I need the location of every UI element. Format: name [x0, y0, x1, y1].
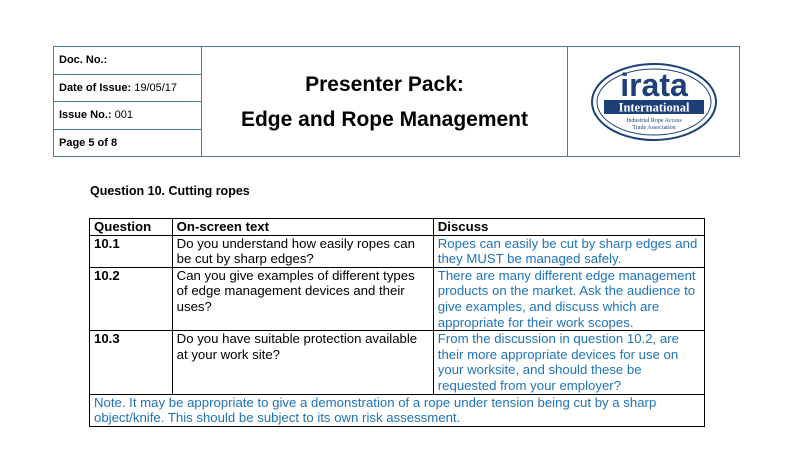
- document-header: Doc. No.: Date of Issue: 19/05/17 Issue …: [53, 46, 740, 157]
- logo-main-text: irata: [620, 67, 688, 103]
- doc-no: Doc. No.:: [54, 47, 201, 75]
- note-text: Note. It may be appropriate to give a de…: [89, 393, 705, 427]
- page-label: Page 5 of 8: [59, 136, 118, 149]
- discuss-text: Ropes can easily be cut by sharp edges a…: [432, 234, 706, 268]
- table-row: 10.2 Can you give examples of different …: [89, 266, 706, 332]
- header-question: Question: [89, 218, 173, 236]
- question-number: 10.1: [89, 234, 173, 268]
- issue-label: Issue No.:: [59, 109, 112, 122]
- logo-line-1: Industrial Rope Access: [626, 118, 682, 124]
- header-discuss: Discuss: [432, 218, 706, 236]
- question-number: 10.3: [89, 330, 173, 395]
- logo-sub-text: International: [618, 100, 689, 114]
- table-header-row: Question On-screen text Discuss: [89, 218, 706, 236]
- document-meta: Doc. No.: Date of Issue: 19/05/17 Issue …: [54, 47, 202, 156]
- table-row: 10.3 Do you have suitable protection ava…: [89, 330, 706, 395]
- on-screen-text: Do you have suitable protection availabl…: [171, 330, 434, 395]
- note-row: Note. It may be appropriate to give a de…: [89, 393, 705, 427]
- logo-line-2: Trade Association: [632, 125, 675, 131]
- irata-logo-icon: irata International Industrial Rope Acce…: [590, 62, 717, 141]
- discuss-text: There are many different edge management…: [432, 266, 706, 332]
- date-label: Date of Issue:: [59, 81, 132, 94]
- on-screen-text: Can you give examples of different types…: [171, 266, 434, 332]
- header-on-screen-text: On-screen text: [171, 218, 434, 236]
- on-screen-text: Do you understand how easily ropes can b…: [171, 234, 434, 268]
- table-row: 10.1 Do you understand how easily ropes …: [89, 234, 706, 268]
- page-number: Page 5 of 8: [54, 130, 201, 157]
- questions-table: Question On-screen text Discuss 10.1 Do …: [89, 218, 706, 427]
- issue-no: Issue No.: 001: [54, 102, 201, 130]
- document-title: Presenter Pack: Edge and Rope Management: [202, 47, 568, 156]
- issue-value: 001: [114, 109, 133, 122]
- title-line-2: Edge and Rope Management: [240, 107, 529, 131]
- irata-logo: irata International Industrial Rope Acce…: [568, 47, 739, 156]
- section-title: Question 10. Cutting ropes: [90, 184, 250, 198]
- date-of-issue: Date of Issue: 19/05/17: [54, 75, 201, 102]
- question-number: 10.2: [89, 266, 173, 332]
- doc-no-label: Doc. No.:: [59, 54, 108, 67]
- discuss-text: From the discussion in question 10.2, ar…: [432, 330, 706, 395]
- date-value: 19/05/17: [134, 81, 178, 94]
- title-line-1: Presenter Pack:: [305, 72, 464, 96]
